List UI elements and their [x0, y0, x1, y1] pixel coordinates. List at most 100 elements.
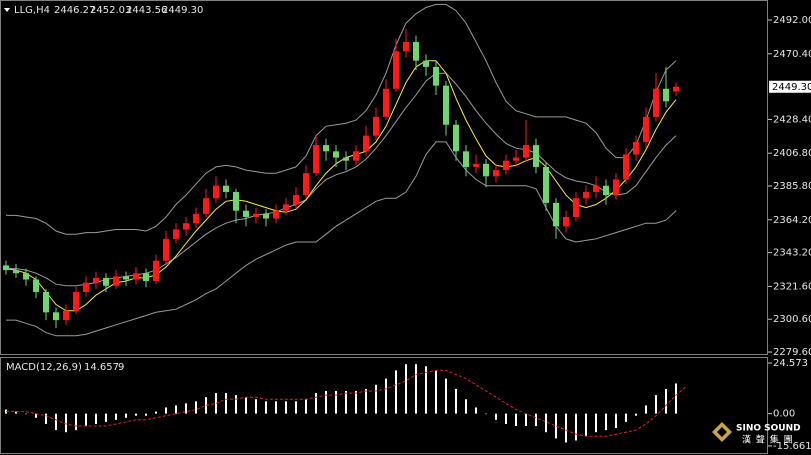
macd-bar [595, 413, 597, 433]
macd-bar [285, 401, 287, 414]
candle-body [413, 41, 419, 61]
macd-bar [545, 413, 547, 433]
macd-bar [385, 378, 387, 414]
macd-bar [635, 413, 637, 416]
candle-body [563, 216, 569, 227]
candle-body [313, 145, 319, 174]
candle-body [453, 124, 459, 152]
macd-bar [485, 413, 487, 415]
bollinger-band [6, 141, 677, 337]
candle-body [303, 173, 309, 196]
macd-bar [325, 390, 327, 414]
y-tick-label: -15.661 [773, 441, 811, 452]
y-tick-label: 24.573 [773, 358, 808, 369]
macd-bar [135, 413, 137, 416]
candle-body [103, 277, 109, 286]
candle-body [93, 277, 99, 283]
candle-body [133, 273, 139, 280]
header-low: 2443.56 [126, 5, 167, 16]
macd-bar [115, 413, 117, 420]
macd-bar [455, 388, 457, 414]
candle-body [623, 154, 629, 180]
macd-bar [605, 413, 607, 431]
candle-body [343, 157, 349, 161]
y-tick-label: 2428.40 [773, 114, 811, 125]
macd-bar [675, 383, 677, 414]
macd-bar [435, 370, 437, 414]
macd-bar [535, 413, 537, 427]
macd-bar [145, 413, 147, 416]
candle-body [153, 260, 159, 282]
macd-bar [75, 413, 77, 431]
candle-body [603, 185, 609, 196]
macd-bar [425, 366, 427, 414]
candle-body [143, 273, 149, 282]
menu-arrow[interactable] [4, 8, 10, 12]
symbol-title: LLG,H4 [14, 5, 50, 16]
macd-bar [185, 403, 187, 414]
candle-body [553, 202, 559, 227]
bollinger-band [6, 3, 677, 235]
macd-bar [415, 364, 417, 414]
candle-body [643, 116, 649, 142]
y-tick-label: 2492.00 [773, 15, 811, 26]
macd-bar [395, 370, 397, 414]
candle-body [433, 66, 439, 86]
macd-panel-frame [0, 357, 768, 454]
macd-bar [165, 407, 167, 414]
candle-body [523, 145, 529, 158]
candle-body [583, 191, 589, 199]
macd-bar [625, 413, 627, 422]
macd-bar [575, 413, 577, 441]
macd-bar [65, 413, 67, 433]
candle-body [353, 151, 359, 161]
macd-bar [55, 413, 57, 431]
candle-body [183, 223, 189, 230]
macd-bar [555, 413, 557, 439]
macd-bar [105, 413, 107, 422]
macd-bar [365, 388, 367, 414]
candle-body [333, 151, 339, 158]
macd-bar [245, 397, 247, 414]
y-tick-label: 2343.20 [773, 248, 811, 259]
macd-bar [495, 413, 497, 420]
watermark-brand: SINO SOUND [736, 424, 801, 434]
candle-body [463, 151, 469, 167]
candle-body [393, 51, 399, 89]
y-tick-label: 2321.60 [773, 281, 811, 292]
macd-bar [235, 395, 237, 414]
macd-bar [665, 388, 667, 414]
y-tick-label: 2300.60 [773, 314, 811, 325]
macd-bar [95, 413, 97, 424]
macd-bar [475, 407, 477, 414]
macd-bar [215, 393, 217, 414]
macd-bar [295, 401, 297, 414]
macd-bar [175, 405, 177, 414]
candle-body [383, 88, 389, 117]
macd-bar [615, 413, 617, 429]
candle-body [633, 141, 639, 155]
header-close: 2449.30 [162, 5, 203, 16]
macd-bar [445, 378, 447, 414]
candle-body [223, 185, 229, 192]
watermark: SINO SOUND 漢 聲 集 團 [712, 422, 801, 446]
candle-body [363, 135, 369, 152]
macd-bar [655, 395, 657, 414]
candle-body [283, 204, 289, 211]
macd-bar [155, 411, 157, 414]
macd-bar [375, 384, 377, 414]
macd-bar [645, 405, 647, 414]
candle-body [483, 163, 489, 177]
macd-bar [15, 411, 17, 414]
candle-body [213, 185, 219, 199]
macd-title: MACD(12,26,9) [6, 362, 82, 373]
macd-bar [515, 413, 517, 427]
candle-body [73, 292, 79, 311]
candle-body [203, 198, 209, 214]
macd-bar [315, 393, 317, 414]
macd-bar [345, 390, 347, 414]
candle-body [33, 279, 39, 293]
candle-body [233, 191, 239, 211]
macd-value: 14.657 [84, 362, 119, 373]
